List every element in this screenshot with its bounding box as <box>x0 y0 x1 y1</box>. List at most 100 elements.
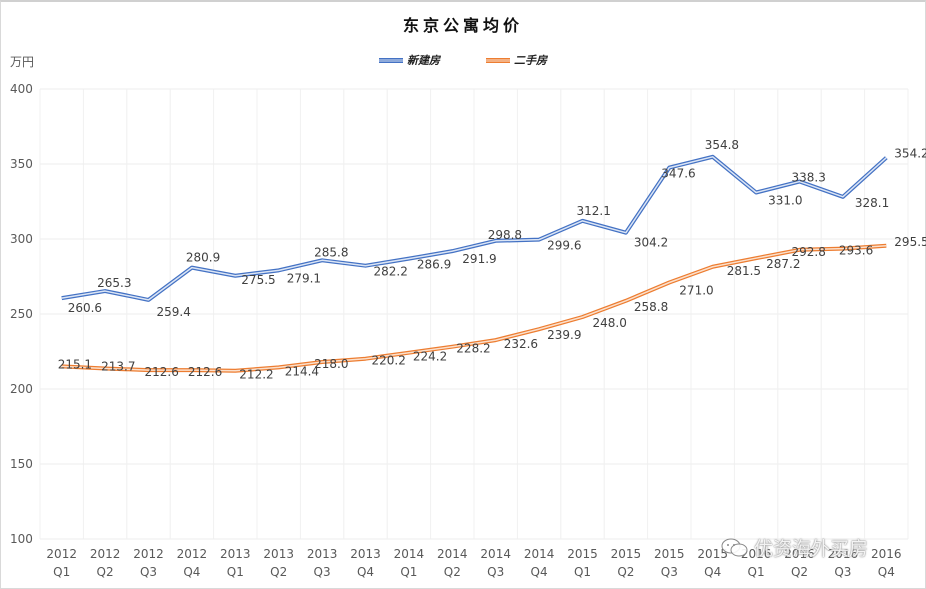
x-tick-year: 2013 <box>220 547 251 561</box>
data-label: 258.8 <box>634 300 668 314</box>
data-label: 260.6 <box>68 301 102 315</box>
x-tick-quarter: Q2 <box>791 565 808 579</box>
series-line-inner <box>61 156 887 301</box>
x-tick-quarter: Q1 <box>227 565 244 579</box>
x-tick-quarter: Q1 <box>400 565 417 579</box>
x-tick-quarter: Q1 <box>748 565 765 579</box>
legend-swatch-second-hand <box>486 57 510 63</box>
x-axis-ticks: 2012 Q1 2012 Q2 2012 Q3 2012 Q4 2013 Q1 2013 Q2 2013… <box>46 547 901 579</box>
x-tick-quarter: Q4 <box>704 565 721 579</box>
data-label: 338.3 <box>792 171 826 185</box>
y-tick-label: 350 <box>10 157 33 171</box>
x-tick-year: 2015 <box>611 547 642 561</box>
data-label: 213.7 <box>101 359 135 373</box>
x-tick-quarter: Q4 <box>183 565 200 579</box>
data-label: 280.9 <box>186 251 220 265</box>
x-tick-year: 2015 <box>654 547 685 561</box>
data-label: 299.6 <box>547 239 581 253</box>
data-label: 287.2 <box>766 257 800 271</box>
y-tick-label: 250 <box>10 307 33 321</box>
legend-item-new-housing[interactable]: 新建房 <box>379 52 440 68</box>
x-tick-quarter: Q1 <box>574 565 591 579</box>
data-series <box>61 154 888 373</box>
data-label: 214.4 <box>285 364 319 378</box>
x-tick-quarter: Q3 <box>140 565 157 579</box>
chart-legend: 新建房 二手房 <box>0 52 926 68</box>
legend-item-second-hand[interactable]: 二手房 <box>486 52 547 68</box>
x-tick-quarter: Q2 <box>444 565 461 579</box>
series-line-inner <box>61 245 887 372</box>
watermark: 优资海外买房 <box>720 534 868 561</box>
x-tick-year: 2012 <box>46 547 77 561</box>
x-tick-quarter: Q3 <box>487 565 504 579</box>
x-tick-year: 2016 <box>828 547 859 561</box>
x-tick-year: 2014 <box>437 547 468 561</box>
data-label: 279.1 <box>287 271 321 285</box>
x-tick-year: 2012 <box>133 547 164 561</box>
x-tick-quarter: Q1 <box>53 565 70 579</box>
x-tick-year: 2012 <box>90 547 121 561</box>
x-tick-quarter: Q2 <box>97 565 114 579</box>
y-tick-label: 150 <box>10 457 33 471</box>
data-label: 285.8 <box>314 245 348 259</box>
y-tick-label: 300 <box>10 232 33 246</box>
data-label: 228.2 <box>456 342 490 356</box>
x-tick-quarter: Q4 <box>357 565 374 579</box>
x-tick-year: 2013 <box>307 547 338 561</box>
data-label: 281.5 <box>727 264 761 278</box>
y-tick-label: 200 <box>10 382 33 396</box>
data-label: 271.0 <box>679 284 713 298</box>
data-label: 286.9 <box>417 258 451 272</box>
y-tick-label: 100 <box>10 532 33 546</box>
data-label: 292.8 <box>792 245 826 259</box>
y-axis-unit-label: 万円 <box>10 55 35 69</box>
data-label: 218.0 <box>314 357 348 371</box>
x-tick-year: 2014 <box>480 547 511 561</box>
data-label: 248.0 <box>593 316 627 330</box>
x-tick-quarter: Q3 <box>314 565 331 579</box>
data-label: 291.9 <box>462 252 496 266</box>
gridlines <box>39 88 909 540</box>
data-label: 304.2 <box>634 236 668 250</box>
data-label: 239.9 <box>547 328 581 342</box>
data-label: 275.5 <box>241 273 275 287</box>
data-label: 312.1 <box>577 204 611 218</box>
data-label: 220.2 <box>372 354 406 368</box>
y-axis-ticks: 100 150 200 250 300 350 400 <box>10 82 33 546</box>
wechat-icon <box>721 538 748 556</box>
x-tick-year: 2016 <box>784 547 815 561</box>
chart-title: 东京公寓均价 <box>402 16 523 35</box>
data-label: 298.8 <box>488 228 522 242</box>
data-label: 293.6 <box>839 244 873 258</box>
x-tick-year: 2013 <box>350 547 381 561</box>
data-label: 259.4 <box>157 305 191 319</box>
legend-label-second-hand: 二手房 <box>514 54 547 67</box>
watermark-text: 优资海外买房 <box>754 538 869 560</box>
x-tick-year: 2014 <box>394 547 425 561</box>
x-tick-quarter: Q3 <box>661 565 678 579</box>
data-label: 295.5 <box>894 235 926 249</box>
data-label: 215.1 <box>58 357 92 371</box>
x-tick-quarter: Q3 <box>834 565 851 579</box>
x-tick-year: 2014 <box>524 547 555 561</box>
data-label: 265.3 <box>97 276 131 290</box>
x-tick-year: 2016 <box>741 547 772 561</box>
x-tick-quarter: Q2 <box>270 565 287 579</box>
data-label: 212.2 <box>239 368 273 382</box>
data-label: 347.6 <box>661 167 695 181</box>
legend-swatch-new-housing <box>379 57 403 63</box>
x-tick-quarter: Q4 <box>531 565 548 579</box>
data-label: 282.2 <box>374 265 408 279</box>
legend-label-new-housing: 新建房 <box>407 54 440 67</box>
data-labels: 260.6 265.3 259.4 280.9 275.5 279.1 285.8 282.2… <box>58 138 926 382</box>
x-tick-year: 2012 <box>177 547 208 561</box>
data-label: 354.8 <box>705 138 739 152</box>
y-tick-label: 400 <box>10 82 33 96</box>
data-label: 212.6 <box>188 365 222 379</box>
data-label: 331.0 <box>768 194 802 208</box>
data-label: 328.1 <box>855 196 889 210</box>
x-tick-quarter: Q2 <box>617 565 634 579</box>
x-tick-year: 2016 <box>871 547 902 561</box>
x-tick-year: 2015 <box>697 547 728 561</box>
